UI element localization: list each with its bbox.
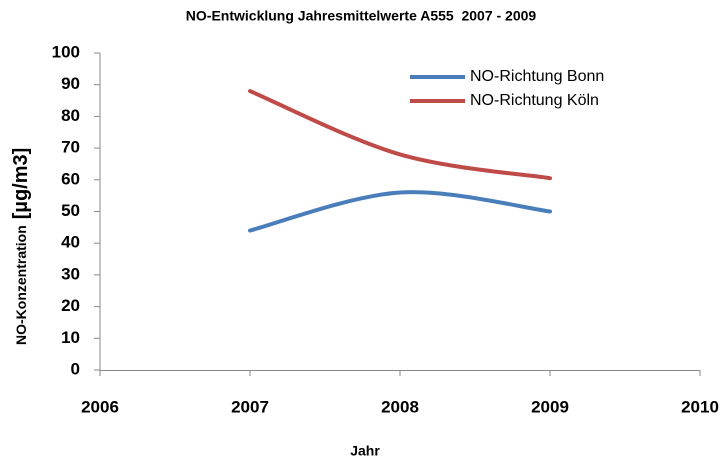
y-axis-label: NO-Konzentration [µg/m3] (10, 148, 32, 345)
y-tick-label: 40 (61, 233, 80, 252)
y-axis-label-text: NO-Konzentration (13, 225, 29, 345)
chart-title: NO-Entwicklung Jahresmittelwerte A555 20… (186, 8, 537, 24)
x-tick-label: 2009 (531, 397, 569, 416)
y-tick-label: 20 (61, 296, 80, 315)
y-tick-label: 30 (61, 264, 80, 283)
y-tick-label: 80 (61, 106, 80, 125)
x-tick-label: 2006 (81, 397, 119, 416)
y-tick-label: 70 (61, 138, 80, 157)
y-tick-label: 0 (71, 359, 80, 378)
y-tick-label: 60 (61, 169, 80, 188)
line-series (248, 89, 552, 181)
x-tick-label: 2008 (381, 397, 419, 416)
y-tick-label: 50 (61, 201, 80, 220)
line-series (248, 190, 552, 233)
x-tick-label: 2010 (681, 397, 719, 416)
y-tick-label: 100 (52, 42, 80, 61)
y-axis-unit: [µg/m3] (10, 148, 32, 220)
x-tick-label: 2007 (231, 397, 269, 416)
x-axis-label: Jahr (350, 443, 380, 459)
y-tick-label: 90 (61, 74, 80, 93)
y-tick-label: 10 (61, 328, 80, 347)
legend-label: NO-Richtung Köln (470, 92, 599, 109)
legend-label: NO-Richtung Bonn (470, 68, 604, 85)
